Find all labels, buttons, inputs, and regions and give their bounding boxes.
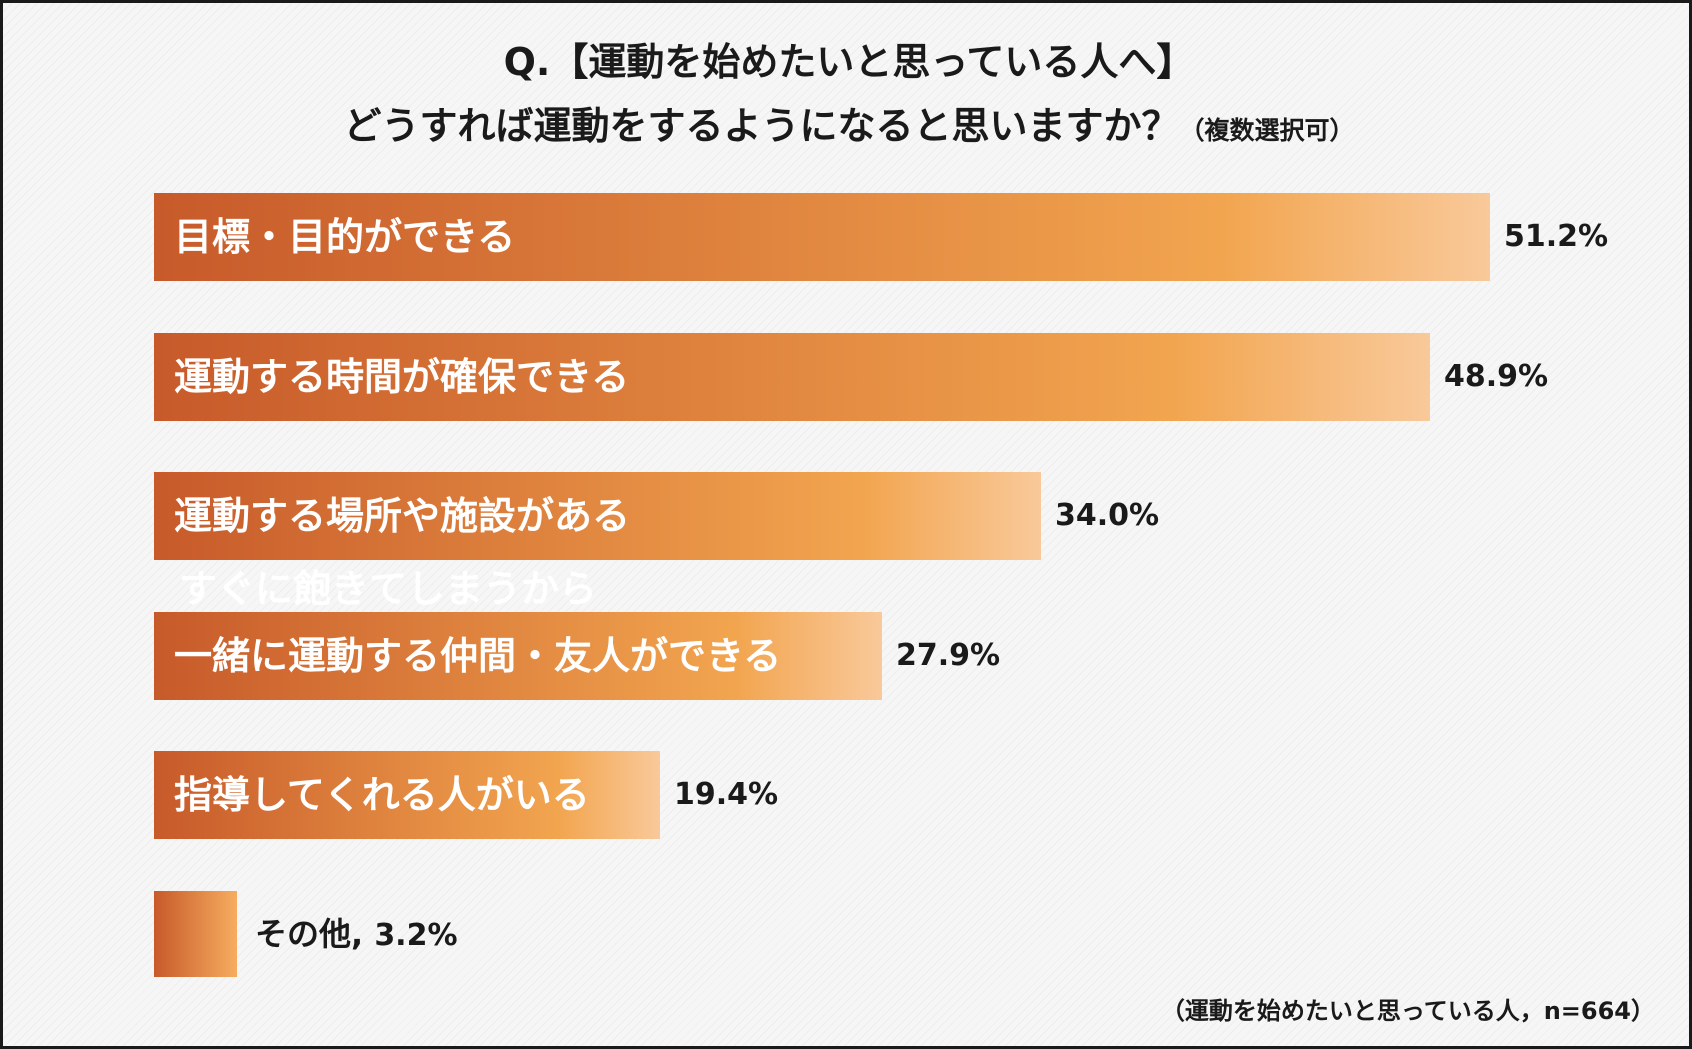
- bar-label-1: 目標・目的ができる: [174, 215, 516, 259]
- chart-subtitle: どうすれば運動をするようになると思いますか？（複数選択可）: [3, 95, 1692, 150]
- bar-label-5: 指導してくれる人がいる: [174, 773, 590, 817]
- other-label-text: その他: [255, 915, 352, 953]
- other-swatch: [154, 891, 237, 977]
- bar-2: 運動する時間が確保できる: [154, 333, 1430, 421]
- chart-title-note: （複数選択可）: [1179, 116, 1355, 145]
- value-label-1: 51.2%: [1504, 219, 1609, 254]
- other-value-label: 3.2%: [374, 918, 458, 953]
- chart-title-line2: どうすれば運動をするようになると思いますか？: [343, 104, 1180, 148]
- bar-1: 目標・目的ができる: [154, 193, 1490, 281]
- bar-5: 指導してくれる人がいる: [154, 751, 660, 839]
- bar-3: 運動する場所や施設がある: [154, 472, 1041, 560]
- footnote: （運動を始めたいと思っている人，n=664）: [1160, 997, 1655, 1025]
- bar-label-2: 運動する時間が確保できる: [174, 355, 630, 399]
- value-label-4: 27.9%: [896, 638, 1001, 673]
- chart-title: Q.【運動を始めたいと思っている人へ】: [3, 31, 1692, 86]
- bar-label-3: 運動する場所や施設がある: [174, 494, 631, 538]
- value-label-2: 48.9%: [1444, 359, 1549, 394]
- faint-hidden-label: すぐに飽きてしまうから: [179, 567, 598, 611]
- other-label-separator: ,: [351, 915, 364, 953]
- value-label-5: 19.4%: [674, 777, 779, 812]
- value-label-3: 34.0%: [1055, 498, 1160, 533]
- chart-title-line1: Q.【運動を始めたいと思っている人へ】: [503, 40, 1195, 84]
- bar-label-4: 一緒に運動する仲間・友人ができる: [174, 634, 782, 678]
- bar-4: 一緒に運動する仲間・友人ができる: [154, 612, 882, 700]
- other-label: その他, 3.2%: [255, 891, 458, 977]
